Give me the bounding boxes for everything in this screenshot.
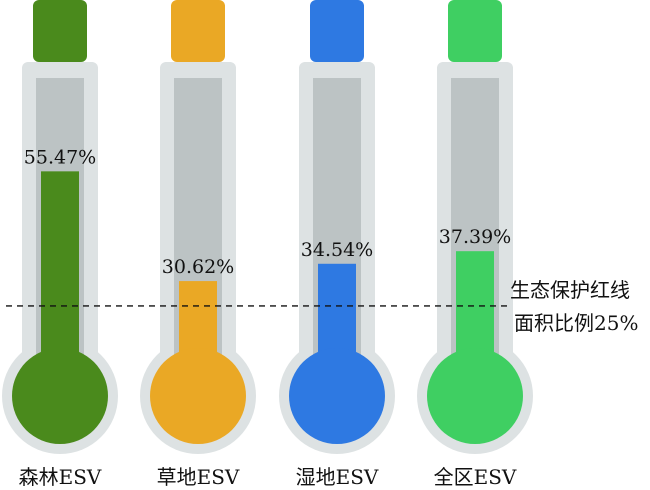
thermometer-fill-bar <box>41 171 79 380</box>
data-label: 37.39% <box>439 226 511 248</box>
reference-label-line-2: 面积比例25% <box>514 311 638 335</box>
thermometers-group: 55.47% 森林ESV 30.62% 草地ESV 34.54% 湿地ESV 37.39% 全… <box>2 0 533 489</box>
reference-label-line-1: 生态保护红线 <box>510 278 630 302</box>
data-label: 30.62% <box>162 256 234 278</box>
thermometer-cap <box>448 0 502 62</box>
thermometer-bulb <box>150 348 246 444</box>
thermometer-cap <box>171 0 225 62</box>
thermometer-cap <box>33 0 87 62</box>
data-label: 34.54% <box>301 239 373 261</box>
category-label: 湿地ESV <box>296 465 379 489</box>
thermometer-cap <box>310 0 364 62</box>
category-label: 草地ESV <box>157 465 240 489</box>
data-label: 55.47% <box>24 146 96 168</box>
category-label: 森林ESV <box>19 465 102 489</box>
thermometer-bulb <box>427 348 523 444</box>
thermometer-bulb <box>289 348 385 444</box>
thermometer-bulb <box>12 348 108 444</box>
category-label: 全区ESV <box>434 465 517 489</box>
